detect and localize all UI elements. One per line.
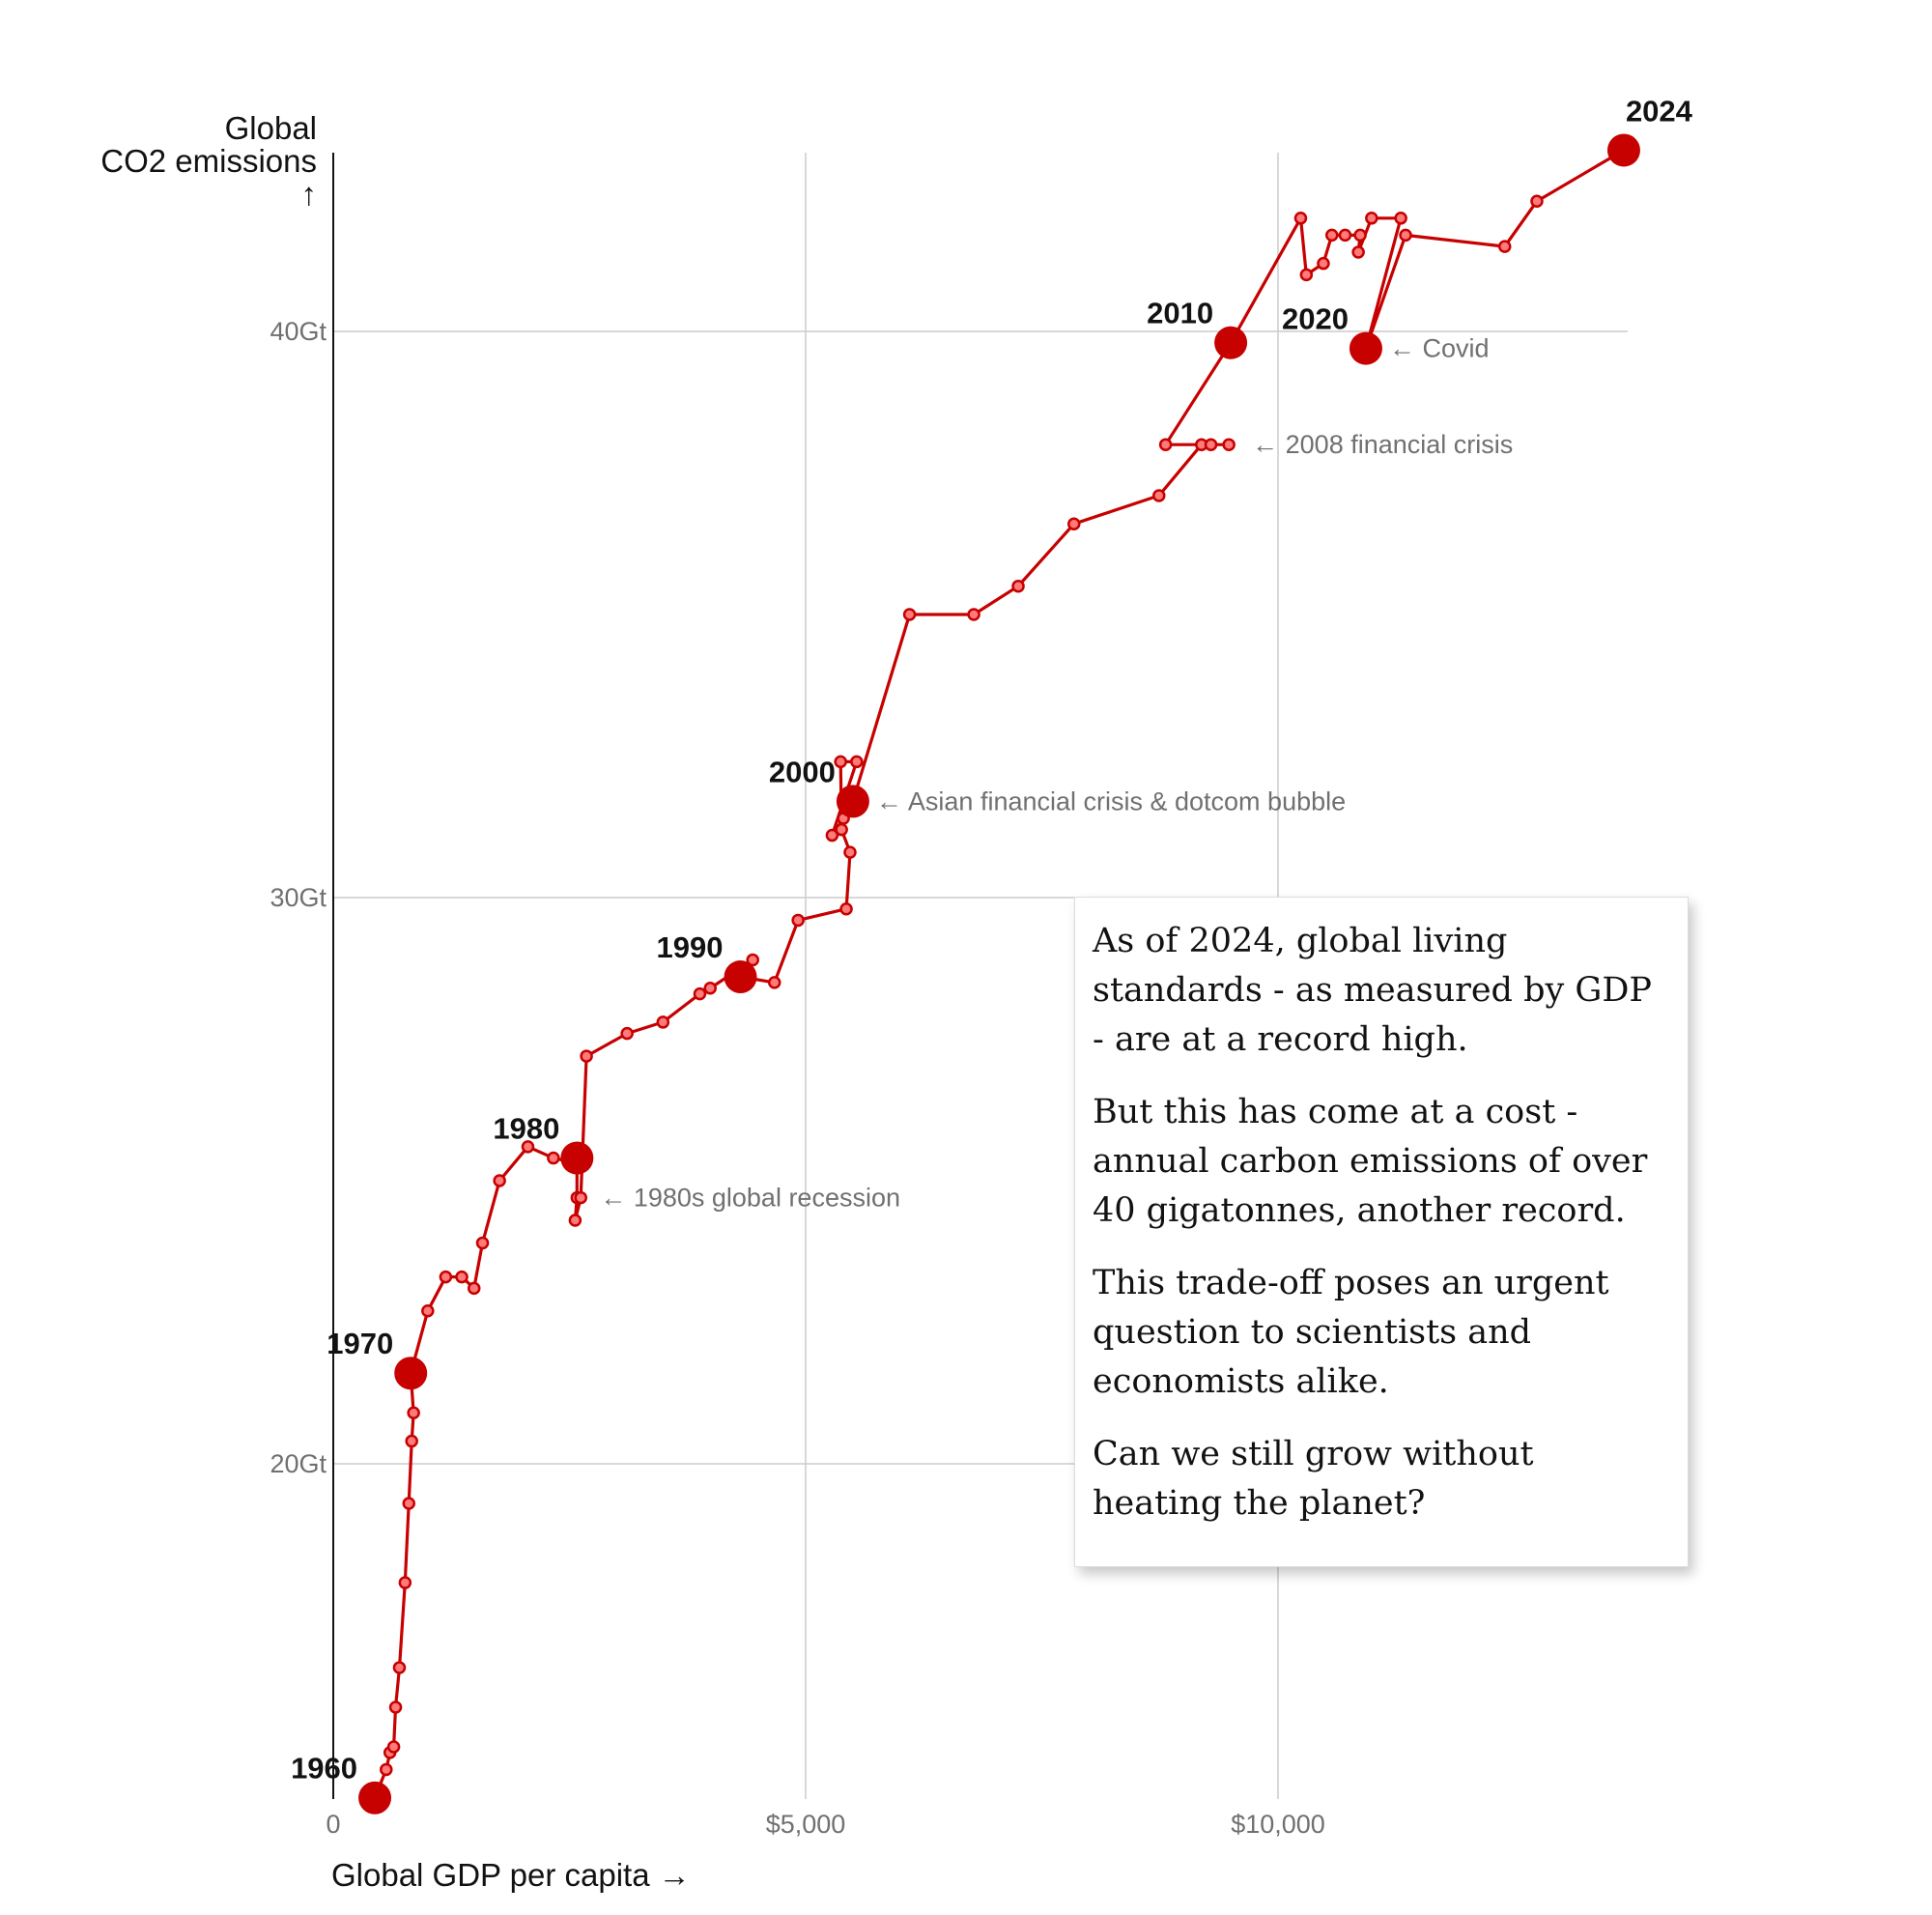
year-marker [1399, 228, 1412, 243]
year-marker [392, 1661, 407, 1674]
callout-paragraph: This trade-off poses an urgent question … [1093, 1264, 1609, 1401]
year-label: 1960 [291, 1752, 357, 1786]
callout-paragraph: But this has come at a cost - annual car… [1093, 1093, 1648, 1230]
year-marker-large [1606, 133, 1640, 167]
year-label: 2000 [769, 755, 836, 788]
year-marker [493, 1174, 506, 1187]
year-marker [467, 1281, 481, 1296]
year-marker [1222, 438, 1236, 451]
y-axis-title: Global CO2 emissions ↑ [100, 112, 317, 211]
year-marker [402, 1497, 415, 1510]
year-marker [1338, 228, 1352, 243]
year-label: 2010 [1147, 297, 1213, 330]
callout-paragraph: As of 2024, global living standards - as… [1093, 922, 1652, 1059]
y-axis-arrow: ↑ [300, 176, 318, 212]
year-marker [834, 755, 847, 769]
year-marker-large [394, 1357, 428, 1390]
year-marker [521, 1140, 535, 1154]
year-marker [1152, 489, 1166, 502]
year-marker [455, 1270, 469, 1284]
x-tick-label: $5,000 [766, 1810, 846, 1839]
year-marker [902, 608, 917, 621]
year-marker [1394, 212, 1407, 225]
year-marker [850, 755, 864, 769]
year-marker [547, 1151, 560, 1165]
event-annotation: ← 1980s global recession [600, 1184, 900, 1213]
year-marker [1204, 438, 1218, 451]
year-marker [693, 986, 707, 1001]
y-axis-title-line-1: Global [224, 110, 317, 146]
year-label: 2020 [1282, 302, 1349, 336]
label-layer: 0 $5,000 $10,000 20Gt 30Gt 40Gt 1960 1970 1980 19… [270, 94, 1692, 1839]
year-marker [405, 1434, 418, 1448]
callout-paragraph: Can we still grow without heating the pl… [1093, 1435, 1534, 1523]
year-marker [386, 1740, 401, 1754]
year-marker [1293, 212, 1308, 225]
year-label: 1980 [493, 1112, 559, 1146]
year-marker [839, 901, 853, 916]
year-marker [967, 608, 980, 621]
year-marker [568, 1214, 582, 1227]
year-marker [1351, 245, 1365, 259]
year-marker [380, 1762, 393, 1777]
year-marker [388, 1701, 403, 1714]
year-marker [1317, 256, 1330, 271]
year-marker [1299, 268, 1314, 282]
year-marker [407, 1406, 420, 1420]
year-marker [1324, 228, 1339, 243]
x-axis-title: Global GDP per capita → [331, 1857, 691, 1893]
year-marker-large [724, 960, 757, 994]
year-marker [703, 982, 717, 995]
y-axis-title-line-2: CO2 emissions [100, 143, 317, 179]
year-marker-large [1349, 331, 1382, 365]
year-marker [1353, 228, 1367, 243]
year-marker [574, 1190, 587, 1205]
year-marker [1158, 438, 1173, 451]
year-marker [398, 1576, 412, 1589]
y-tick-label: 30Gt [270, 883, 327, 912]
y-tick-label: 20Gt [270, 1449, 327, 1478]
year-marker [825, 828, 839, 843]
year-marker [791, 913, 805, 928]
event-annotation: ← Covid [1389, 334, 1490, 363]
x-tick-label: $10,000 [1231, 1810, 1325, 1839]
year-label: 1970 [327, 1327, 393, 1360]
year-marker [1011, 579, 1025, 593]
x-tick-label: 0 [326, 1810, 340, 1839]
year-marker [656, 1015, 670, 1029]
year-marker [1067, 517, 1081, 530]
year-marker [843, 845, 857, 859]
year-marker [1497, 240, 1512, 253]
year-marker-large [1214, 326, 1248, 359]
year-marker [580, 1049, 593, 1063]
year-label: 1990 [657, 930, 724, 964]
event-annotation: ← 2008 financial crisis [1252, 430, 1513, 459]
year-marker [620, 1026, 634, 1041]
year-marker [475, 1236, 490, 1250]
y-tick-label: 40Gt [270, 317, 327, 346]
year-marker-large [358, 1781, 392, 1815]
year-label: 2024 [1626, 94, 1693, 128]
year-marker [439, 1270, 453, 1284]
year-marker-large [836, 785, 869, 818]
year-marker [767, 976, 781, 989]
year-marker [421, 1304, 435, 1318]
year-marker [1365, 212, 1378, 225]
callout-box: As of 2024, global living standards - as… [1074, 897, 1689, 1567]
event-annotation: ← Asian financial crisis & dotcom bubble [876, 786, 1346, 815]
year-marker-large [560, 1141, 594, 1175]
year-marker [1530, 194, 1544, 208]
point-layer [358, 133, 1640, 1815]
year-marker [746, 953, 759, 967]
